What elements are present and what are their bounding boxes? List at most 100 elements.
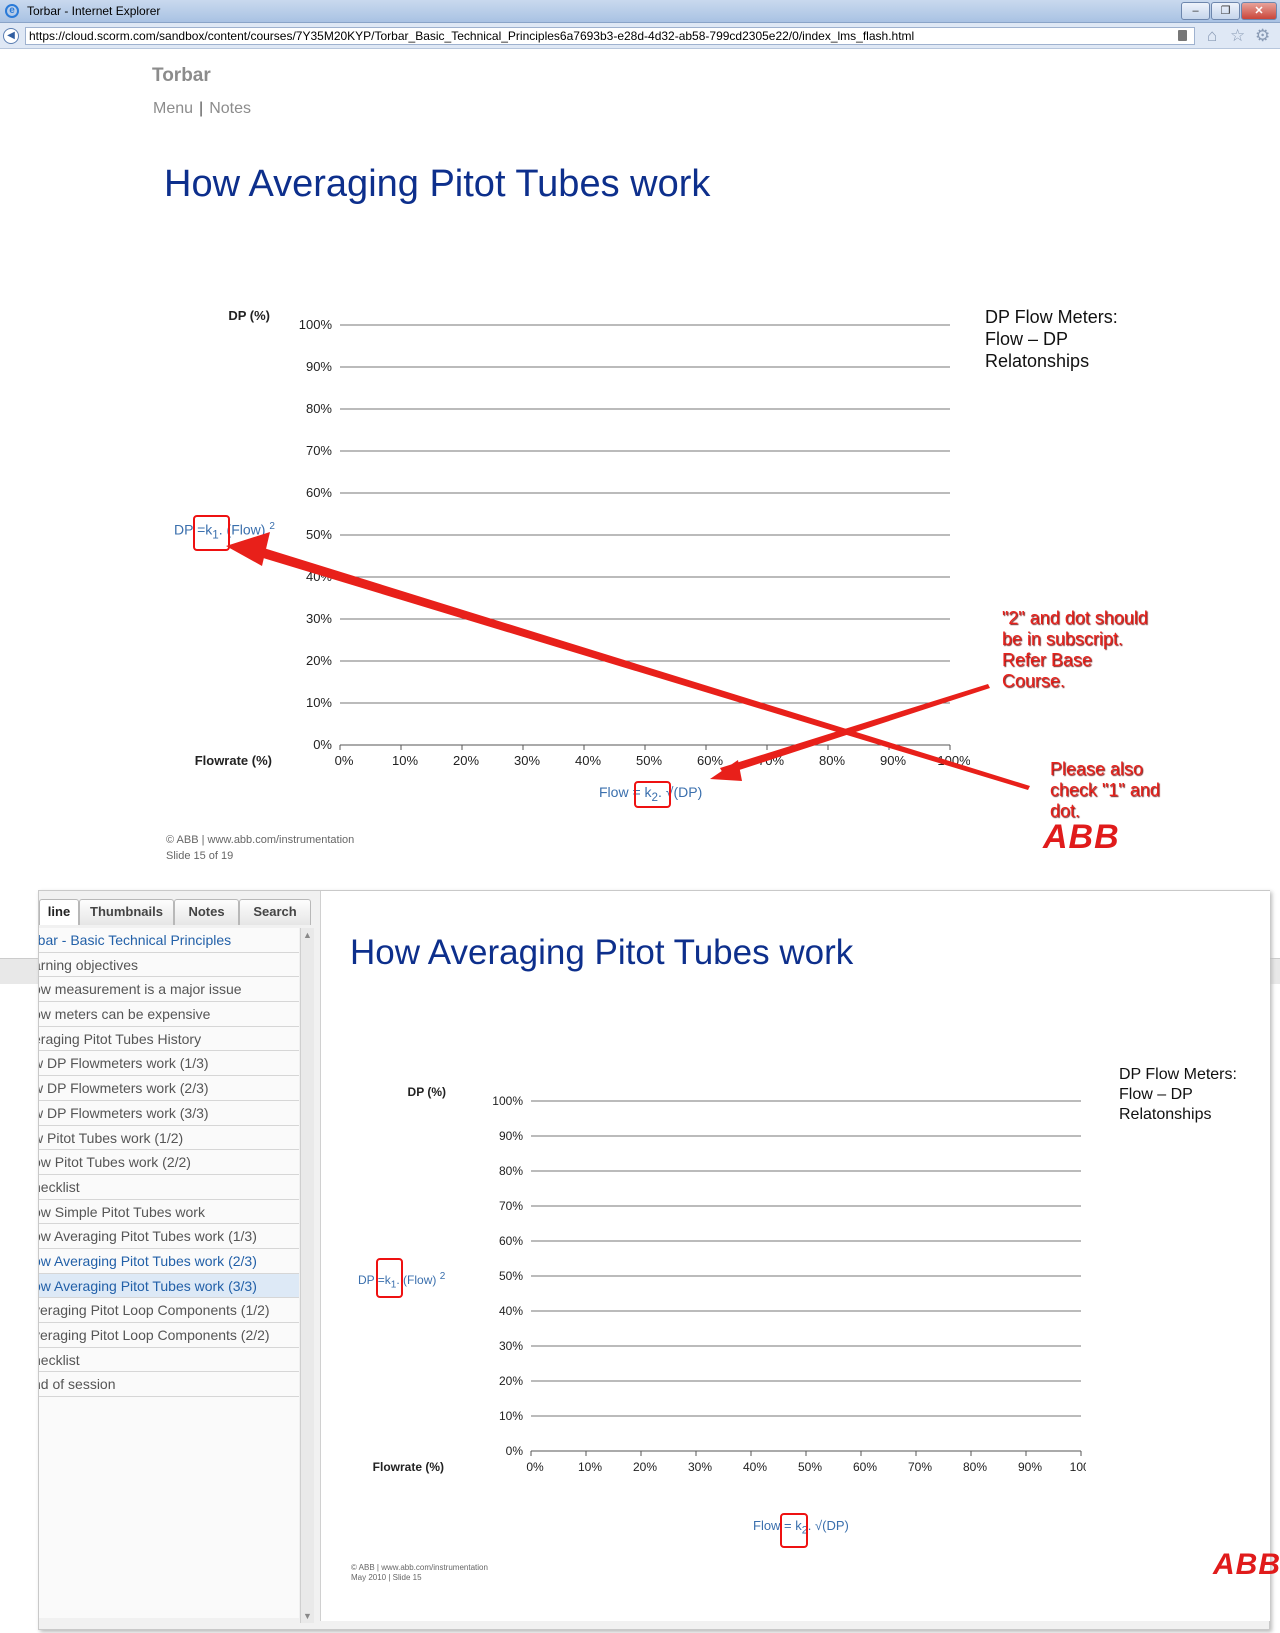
formula-dp-sub: 1 xyxy=(390,1279,397,1291)
x-axis-label: Flowrate (%) xyxy=(195,753,272,768)
outline-item[interactable]: arning objectives xyxy=(39,953,299,978)
y-tick-label: 90% xyxy=(499,1129,523,1143)
address-bar: ◀ https://cloud.scorm.com/sandbox/conten… xyxy=(0,23,1280,49)
slide-title: How Averaging Pitot Tubes work xyxy=(350,933,854,972)
minimize-button[interactable]: – xyxy=(1181,2,1210,20)
y-axis-label: DP (%) xyxy=(228,308,270,323)
outline-item[interactable]: nd of session xyxy=(39,1372,299,1398)
x-tick-label: 80% xyxy=(963,1460,987,1474)
x-tick-label: 80% xyxy=(819,753,845,768)
x-tick-label: 30% xyxy=(688,1460,712,1474)
y-tick-label: 70% xyxy=(499,1199,523,1213)
slide-title: How Averaging Pitot Tubes work xyxy=(164,163,711,205)
copyright: © ABB | www.abb.com/instrumentation May … xyxy=(351,1563,488,1583)
x-tick-label: 40% xyxy=(575,753,601,768)
scroll-up-icon[interactable]: ▲ xyxy=(303,930,312,940)
highlight-box-k1 xyxy=(193,515,230,551)
y-tick-label: 0% xyxy=(313,737,332,752)
copyright-line: © ABB | www.abb.com/instrumentation xyxy=(166,834,355,846)
y-tick-label: 90% xyxy=(306,359,332,374)
copyright-line: © ABB | www.abb.com/instrumentation xyxy=(351,1563,488,1572)
scroll-down-icon[interactable]: ▼ xyxy=(303,1611,312,1621)
outline-item[interactable]: ow measurement is a major issue xyxy=(39,977,299,1003)
window-title: Torbar - Internet Explorer xyxy=(27,4,161,18)
highlight-box-k2 xyxy=(780,1513,808,1548)
gear-icon[interactable]: ⚙ xyxy=(1255,26,1271,45)
side-note-line: Flow – DP xyxy=(1119,1086,1193,1103)
x-tick-label: 20% xyxy=(453,753,479,768)
favorites-star-icon[interactable]: ☆ xyxy=(1230,26,1246,45)
outline-item[interactable]: veraging Pitot Loop Components (1/2) xyxy=(39,1298,299,1323)
outline-item[interactable]: eraging Pitot Tubes History xyxy=(39,1027,299,1052)
nav-separator: | xyxy=(199,100,204,117)
close-button[interactable]: ✕ xyxy=(1241,2,1277,20)
outline-item[interactable]: ow Averaging Pitot Tubes work (2/3) xyxy=(39,1249,299,1274)
x-tick-label: 0% xyxy=(335,753,354,768)
outline-item[interactable]: ow Averaging Pitot Tubes work (1/3) xyxy=(39,1224,299,1249)
x-tick-label: 50% xyxy=(798,1460,822,1474)
menu-link[interactable]: Menu xyxy=(153,100,194,117)
y-tick-label: 80% xyxy=(306,401,332,416)
course-title: Torbar xyxy=(152,65,211,86)
tab-notes[interactable]: Notes xyxy=(174,899,239,925)
x-tick-label: 10% xyxy=(392,753,418,768)
outline-item[interactable]: w DP Flowmeters work (3/3) xyxy=(39,1101,299,1126)
y-tick-label: 70% xyxy=(306,443,332,458)
x-tick-label: 40% xyxy=(743,1460,767,1474)
x-tick-label: 0% xyxy=(526,1460,544,1474)
course-nav: Menu | Notes xyxy=(153,100,251,118)
x-tick-label: 100% xyxy=(1070,1460,1086,1474)
lock-icon[interactable] xyxy=(1178,30,1187,41)
side-note-line: DP Flow Meters: xyxy=(1119,1066,1237,1083)
tab-search[interactable]: Search xyxy=(239,899,311,925)
slide-pane: How Averaging Pitot Tubes work 0% 10% 20% 3… xyxy=(320,891,1280,1621)
chart-bottom: 0% 10% 20% 30% 40% 50% 60% 70% 80% 90% 100% 0% 10% 20… xyxy=(373,1085,1086,1474)
outline-item[interactable]: hecklist xyxy=(39,1175,299,1200)
x-tick-label: 60% xyxy=(697,753,723,768)
outline-item[interactable]: ow Simple Pitot Tubes work xyxy=(39,1200,299,1225)
x-tick-label: 20% xyxy=(633,1460,657,1474)
maximize-button[interactable]: ❐ xyxy=(1211,2,1240,20)
x-tick-label: 10% xyxy=(578,1460,602,1474)
abb-logo: ABB xyxy=(1043,818,1120,856)
background-strip xyxy=(0,958,38,984)
outline-scrollbar[interactable]: ▲ ▼ xyxy=(300,928,314,1623)
outline-item[interactable]: veraging Pitot Loop Components (2/2) xyxy=(39,1323,299,1348)
arrow-to-k1 xyxy=(226,532,1030,790)
y-tick-label: 40% xyxy=(499,1304,523,1318)
url-input[interactable]: https://cloud.scorm.com/sandbox/content/… xyxy=(25,27,1195,45)
side-note: DP Flow Meters: Flow – DP Relatonships xyxy=(1119,1065,1237,1125)
formula-dp-sup: 2 xyxy=(439,1271,446,1282)
x-tick-label: 90% xyxy=(1018,1460,1042,1474)
y-tick-label: 30% xyxy=(499,1339,523,1353)
x-tick-label: 30% xyxy=(514,753,540,768)
y-tick-label: 100% xyxy=(299,317,333,332)
outline-item[interactable]: ow Averaging Pitot Tubes work (3/3) xyxy=(39,1273,299,1299)
slide-date: May 2010 | Slide 15 xyxy=(351,1573,422,1582)
tab-outline[interactable]: line xyxy=(39,899,79,925)
y-tick-label: 0% xyxy=(506,1444,524,1458)
home-icon[interactable]: ⌂ xyxy=(1207,26,1218,45)
outline-list: rbar - Basic Technical Principles arning … xyxy=(39,928,299,1618)
slide-counter: Slide 15 of 19 xyxy=(166,850,234,862)
notes-link[interactable]: Notes xyxy=(209,100,251,117)
outline-item[interactable]: w DP Flowmeters work (1/3) xyxy=(39,1051,299,1077)
copyright: © ABB | www.abb.com/instrumentation Slid… xyxy=(166,832,354,864)
background-strip xyxy=(1270,958,1280,984)
y-tick-label: 30% xyxy=(306,611,332,626)
outline-item[interactable]: ow meters can be expensive xyxy=(39,1002,299,1027)
abb-logo: ABB xyxy=(1213,1548,1280,1581)
outline-item[interactable]: w DP Flowmeters work (2/3) xyxy=(39,1076,299,1101)
annotation-check-note: Please also check "1" and dot. xyxy=(1050,759,1160,821)
outline-item[interactable]: hecklist xyxy=(39,1348,299,1373)
formula-flow-prefix: Flow = k xyxy=(753,1518,802,1533)
highlight-box-k1 xyxy=(376,1258,403,1298)
outline-item[interactable]: rbar - Basic Technical Principles xyxy=(39,928,299,953)
annotation-subscript-note: "2" and dot should be in subscript. Refe… xyxy=(1002,608,1148,691)
formula-flow: Flow = k2. √(DP) xyxy=(753,1518,849,1537)
back-icon[interactable]: ◀ xyxy=(3,28,19,44)
tab-thumbnails[interactable]: Thumbnails xyxy=(79,899,174,925)
outline-item[interactable]: w Pitot Tubes work (1/2) xyxy=(39,1126,299,1151)
outline-item[interactable]: ow Pitot Tubes work (2/2) xyxy=(39,1150,299,1175)
